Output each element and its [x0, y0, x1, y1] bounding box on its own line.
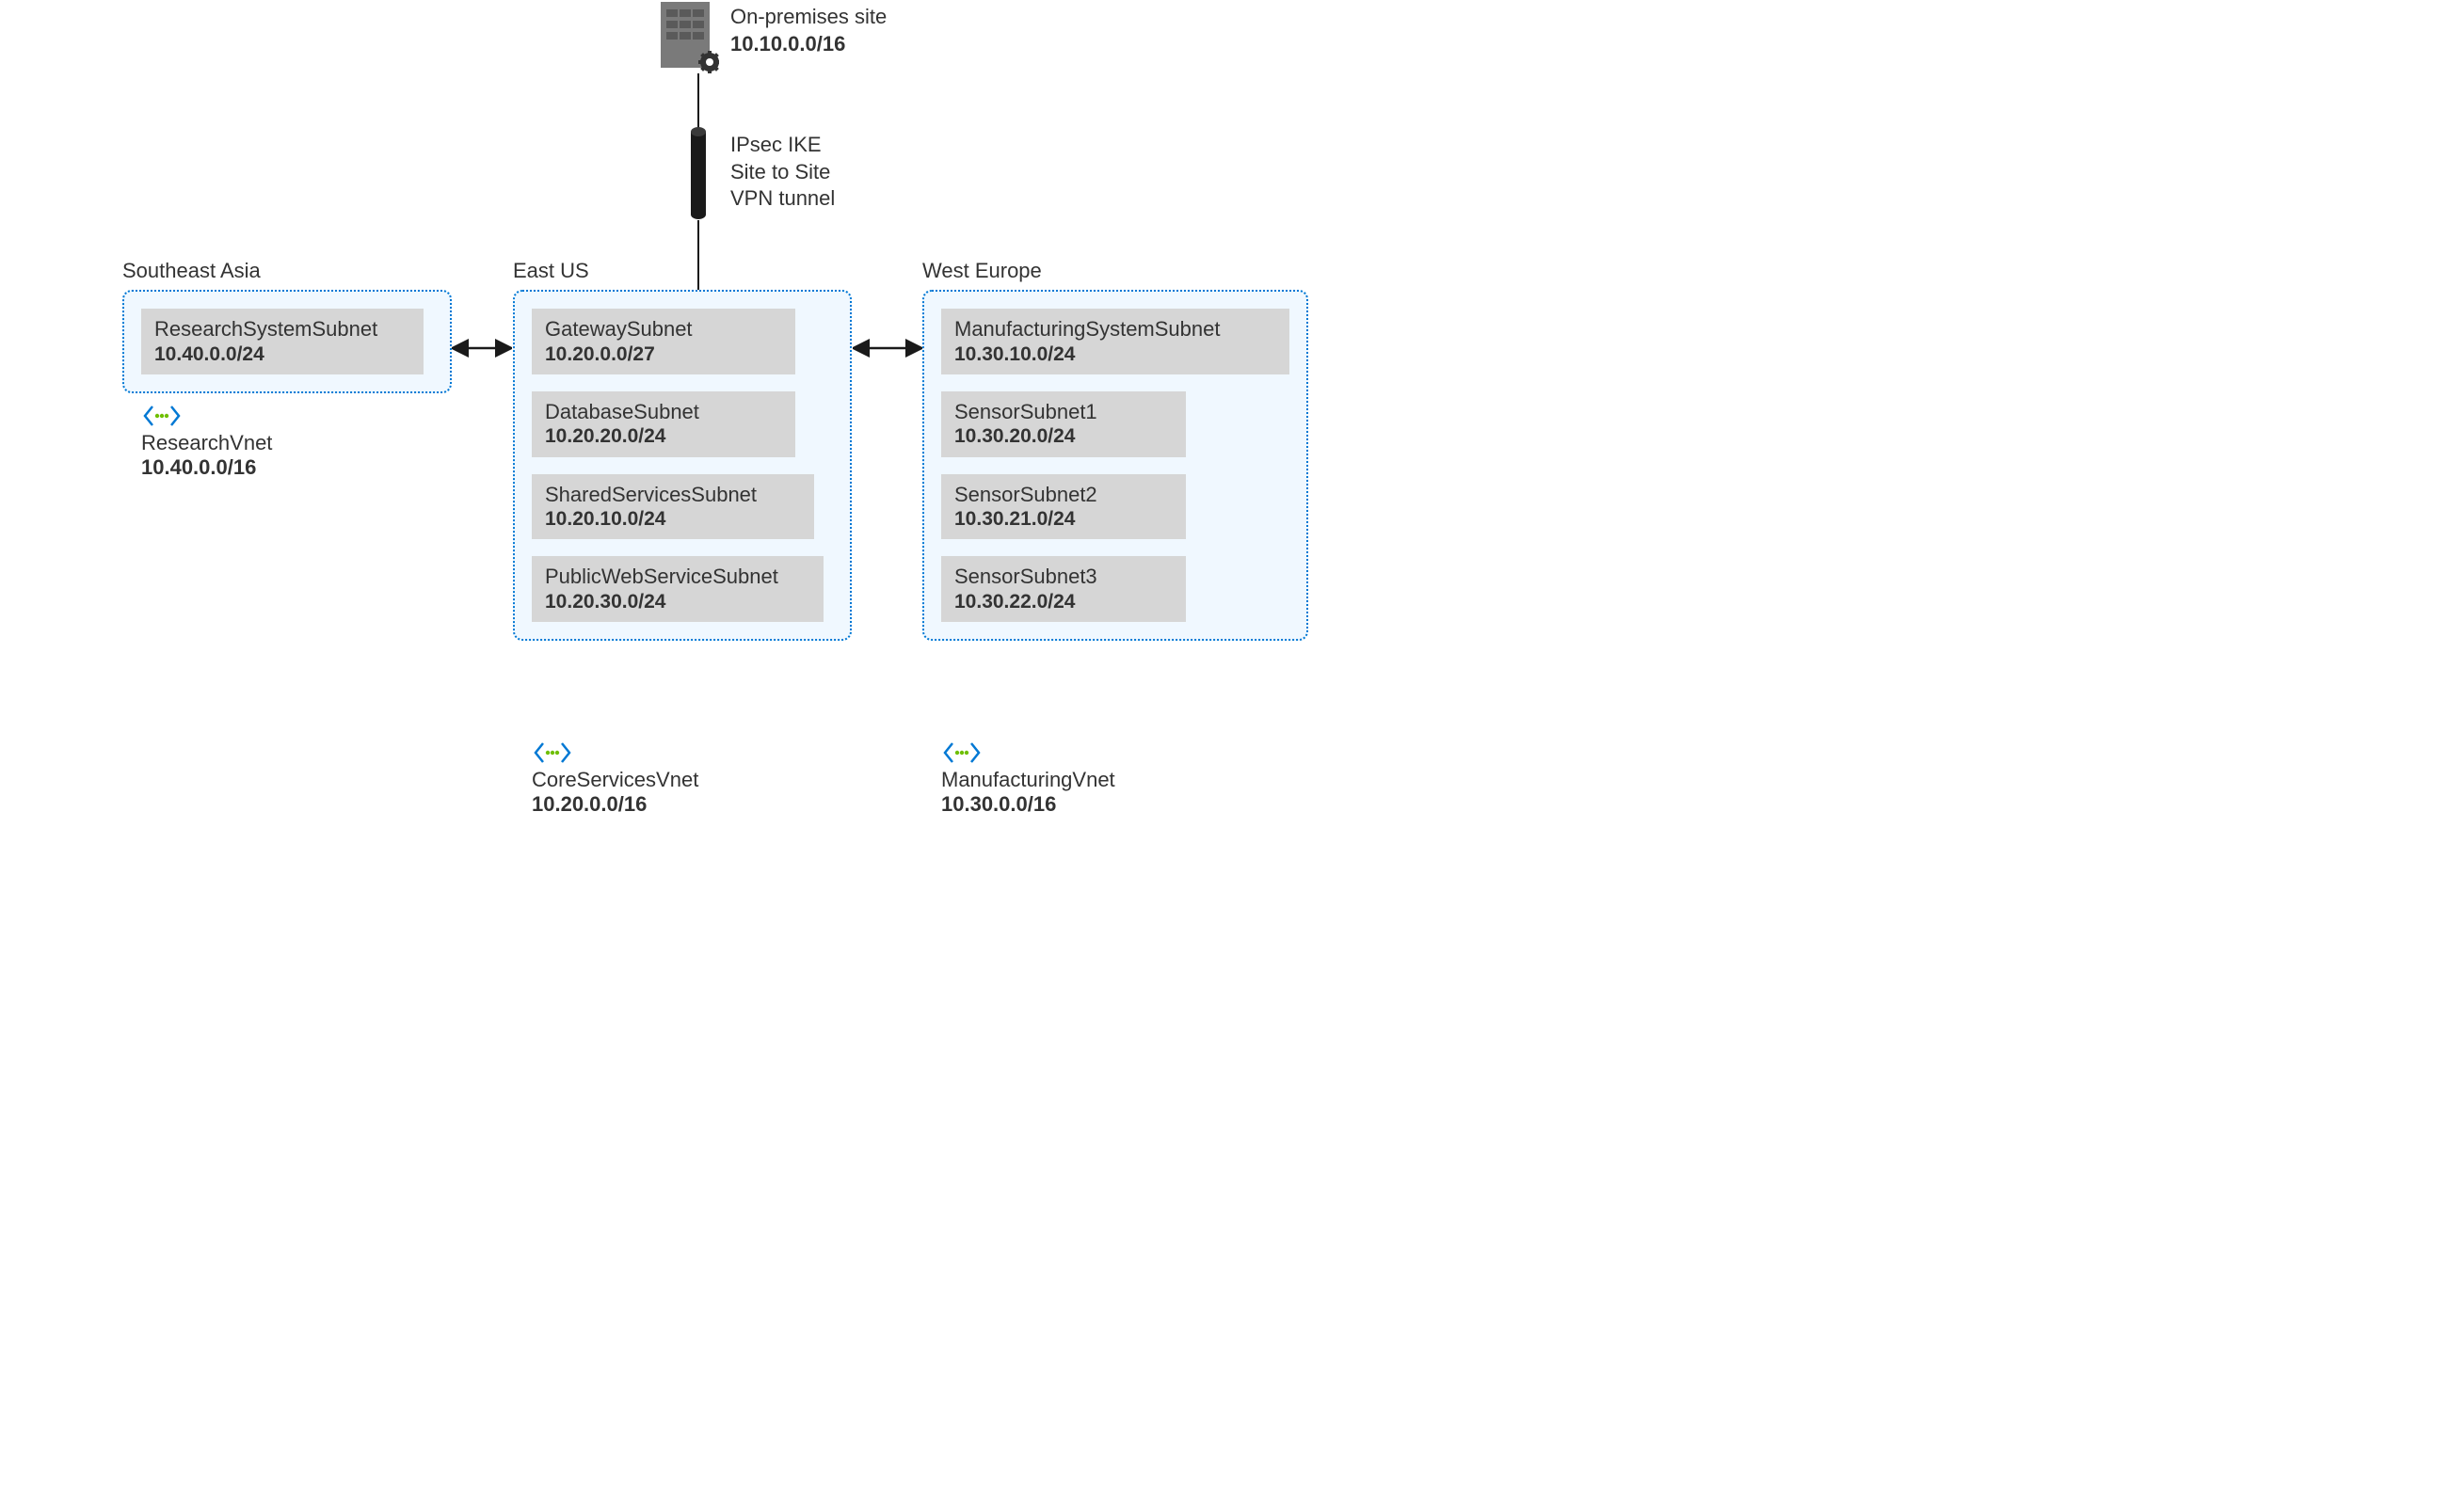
subnet-name: PublicWebServiceSubnet: [545, 564, 810, 590]
vnet-icon: [141, 403, 183, 429]
subnet: SensorSubnet3 10.30.22.0/24: [941, 556, 1186, 622]
subnet: SensorSubnet2 10.30.21.0/24: [941, 474, 1186, 540]
vnet-box-core: GatewaySubnet 10.20.0.0/27 DatabaseSubne…: [513, 290, 852, 641]
vnet-name: CoreServicesVnet: [532, 768, 698, 792]
vnet-cidr: 10.30.0.0/16: [941, 792, 1115, 817]
subnet: DatabaseSubnet 10.20.20.0/24: [532, 391, 795, 457]
network-diagram: On-premises site 10.10.0.0/16 IPsec IKE …: [56, 0, 1468, 866]
vpn-line3: VPN tunnel: [730, 185, 835, 213]
subnet-name: GatewaySubnet: [545, 316, 782, 342]
peering-arrow-eus-weu: [853, 337, 922, 359]
subnet-cidr: 10.30.21.0/24: [954, 507, 1173, 532]
vnet-footer-core: CoreServicesVnet 10.20.0.0/16: [532, 768, 698, 817]
subnet-cidr: 10.30.22.0/24: [954, 590, 1173, 614]
server-icon: [659, 0, 719, 75]
subnet-name: ResearchSystemSubnet: [154, 316, 410, 342]
vnet-box-manufacturing: ManufacturingSystemSubnet 10.30.10.0/24 …: [922, 290, 1308, 641]
subnet-name: SensorSubnet3: [954, 564, 1173, 590]
onprem-label: On-premises site 10.10.0.0/16: [730, 4, 887, 57]
vnet-cidr: 10.40.0.0/16: [141, 455, 272, 480]
vpn-label: IPsec IKE Site to Site VPN tunnel: [730, 132, 835, 213]
subnet-cidr: 10.20.0.0/27: [545, 342, 782, 367]
connector-server-tunnel: [696, 73, 700, 130]
region-label-eus: East US: [513, 259, 589, 283]
subnet-name: SensorSubnet1: [954, 399, 1173, 425]
subnet: PublicWebServiceSubnet 10.20.30.0/24: [532, 556, 824, 622]
vnet-name: ResearchVnet: [141, 431, 272, 455]
subnet-name: DatabaseSubnet: [545, 399, 782, 425]
subnet-cidr: 10.20.20.0/24: [545, 424, 782, 449]
vnet-icon: [532, 740, 573, 766]
subnet-name: SensorSubnet2: [954, 482, 1173, 508]
subnet-cidr: 10.20.10.0/24: [545, 507, 801, 532]
vnet-cidr: 10.20.0.0/16: [532, 792, 698, 817]
region-label-weu: West Europe: [922, 259, 1042, 283]
onprem-title: On-premises site: [730, 4, 887, 31]
connector-tunnel-eus: [696, 220, 700, 290]
onprem-cidr: 10.10.0.0/16: [730, 31, 887, 58]
subnet-name: SharedServicesSubnet: [545, 482, 801, 508]
subnet: SensorSubnet1 10.30.20.0/24: [941, 391, 1186, 457]
vpn-tunnel-icon: [689, 126, 708, 220]
subnet-name: ManufacturingSystemSubnet: [954, 316, 1276, 342]
vnet-footer-research: ResearchVnet 10.40.0.0/16: [141, 431, 272, 480]
subnet-cidr: 10.30.20.0/24: [954, 424, 1173, 449]
subnet-cidr: 10.20.30.0/24: [545, 590, 810, 614]
subnet-cidr: 10.30.10.0/24: [954, 342, 1276, 367]
vpn-line2: Site to Site: [730, 159, 835, 186]
region-label-sea: Southeast Asia: [122, 259, 261, 283]
vnet-box-research: ResearchSystemSubnet 10.40.0.0/24: [122, 290, 452, 393]
vpn-line1: IPsec IKE: [730, 132, 835, 159]
subnet: SharedServicesSubnet 10.20.10.0/24: [532, 474, 814, 540]
subnet: GatewaySubnet 10.20.0.0/27: [532, 309, 795, 374]
subnet: ResearchSystemSubnet 10.40.0.0/24: [141, 309, 424, 374]
subnet-cidr: 10.40.0.0/24: [154, 342, 410, 367]
subnet: ManufacturingSystemSubnet 10.30.10.0/24: [941, 309, 1289, 374]
vnet-footer-manufacturing: ManufacturingVnet 10.30.0.0/16: [941, 768, 1115, 817]
vnet-icon: [941, 740, 983, 766]
peering-arrow-sea-eus: [452, 337, 512, 359]
vnet-name: ManufacturingVnet: [941, 768, 1115, 792]
